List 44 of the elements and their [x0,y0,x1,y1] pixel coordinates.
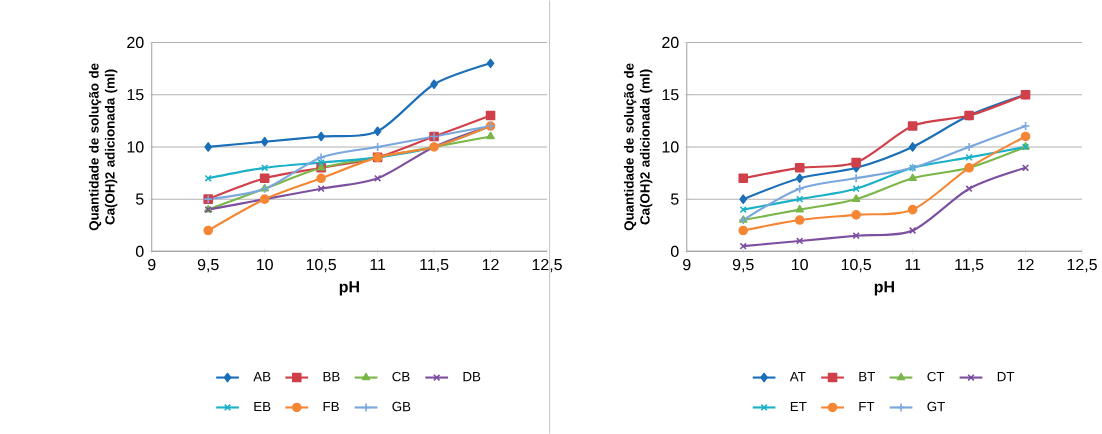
x-tick-label: 9,5 [197,258,219,273]
legend-label: AB [253,371,271,382]
legend-label: DT [997,371,1015,382]
x-tick-label: 10,5 [841,258,872,273]
y-tick-label: 20 [127,36,144,48]
x-tick-label: 10 [257,258,273,271]
x-tick-label: 9 [683,258,691,271]
y-tick-label: 10 [662,141,679,153]
x-tick-label: 12 [482,258,499,270]
legend-label: AT [789,371,806,382]
x-tick-label: 9,5 [732,258,754,273]
x-tick-label: 11 [370,258,386,270]
legend-label: GT [927,401,945,412]
y-tick-label: 15 [127,89,144,101]
y-tick-label: 20 [662,36,679,48]
legend-label: BT [859,371,875,382]
x-tick-label: 11 [905,258,921,270]
y-axis-title: Quantidade de solução de Ca(OH)2 adicionada (ml) [88,63,118,231]
y-tick-label: 0 [135,245,144,257]
x-tick-label: 11,5 [955,258,984,272]
legend-label: GB [392,401,411,412]
legend-label: DB [463,371,481,382]
y-tick-label: 5 [670,193,679,205]
y-tick-label: 5 [135,193,144,205]
legend-label: EB [254,401,271,411]
x-tick-label: 9 [148,258,156,271]
legend-label: FT [859,401,875,411]
x-tick-label: 12 [1017,258,1034,270]
x-tick-label: 10,5 [306,258,336,273]
x-axis-title: pH [339,281,359,296]
legend-label: ET [790,401,807,411]
x-tick-label: 11,5 [420,258,449,272]
y-tick-label: 15 [662,89,679,101]
legend-label: CT [927,371,945,382]
x-tick-label: 12,5 [532,258,562,273]
x-tick-label: 12,5 [1067,258,1097,273]
y-tick-label: 0 [670,245,679,257]
x-axis-title: pH [874,281,894,296]
legend-label: FB [323,401,339,411]
y-tick-label: 10 [127,141,144,153]
legend-label: BB [323,371,340,382]
y-axis-title: Quantidade de solução de Ca(OH)2 adicionada (ml) [623,63,653,231]
x-tick-label: 10 [792,258,808,271]
legend-label: CB [392,371,410,382]
